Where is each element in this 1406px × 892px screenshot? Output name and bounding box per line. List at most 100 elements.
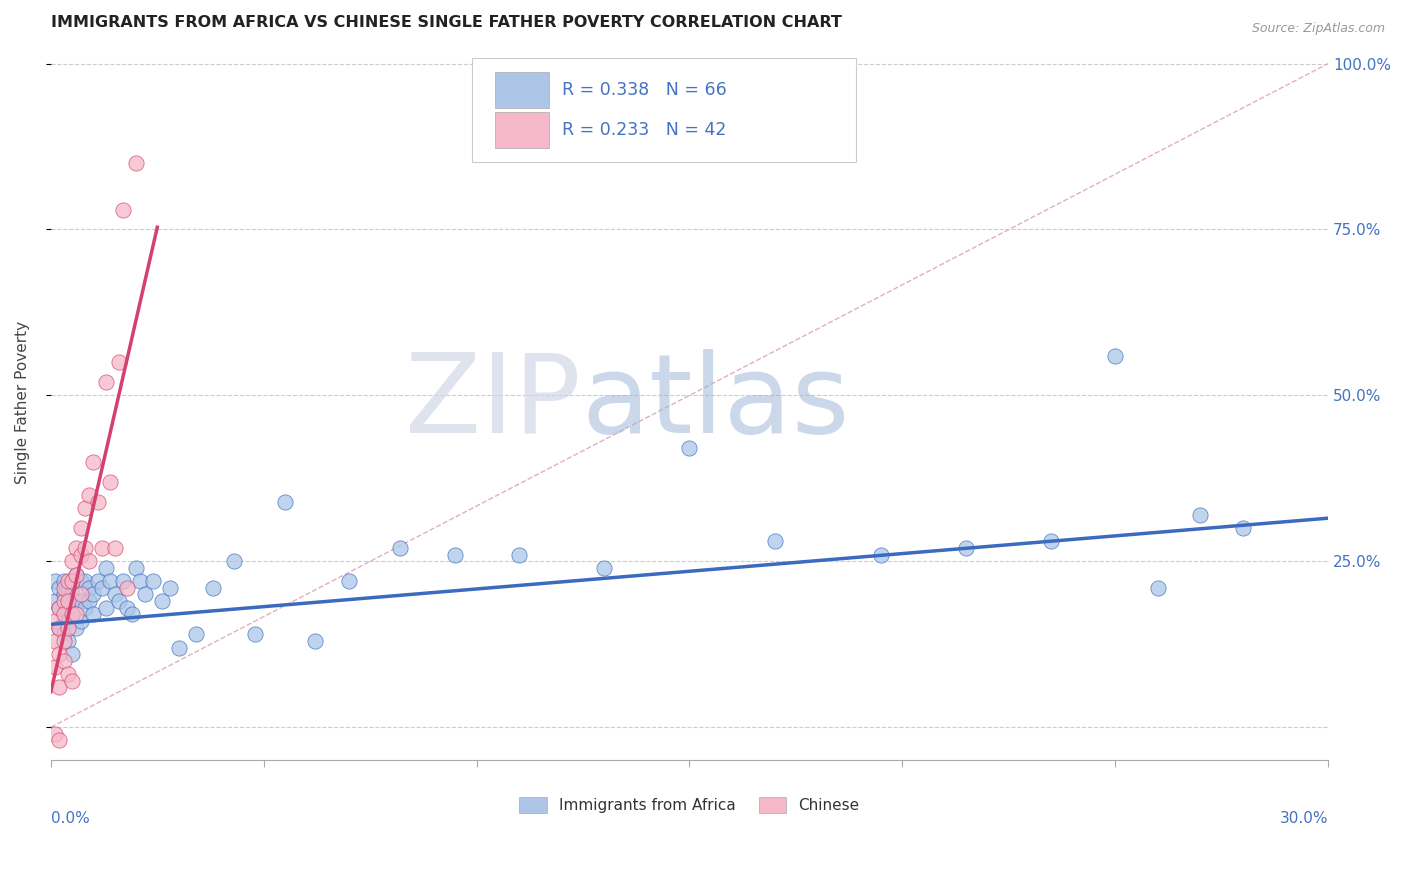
Point — [150, 594, 173, 608]
Point — [48, 681, 70, 695]
Point — [96, 600, 118, 615]
Point — [125, 561, 148, 575]
Point — [52, 581, 75, 595]
Point — [56, 581, 79, 595]
Point — [117, 600, 139, 615]
Point — [77, 488, 100, 502]
Point — [77, 554, 100, 568]
Point — [73, 541, 96, 555]
Point — [125, 156, 148, 170]
Point — [48, 621, 70, 635]
Point — [56, 667, 79, 681]
Point — [69, 587, 91, 601]
Point — [112, 574, 135, 589]
Point — [69, 521, 91, 535]
Point — [142, 574, 165, 589]
Point — [65, 567, 87, 582]
Point — [763, 534, 786, 549]
Point — [56, 594, 79, 608]
Point — [104, 587, 127, 601]
Text: R = 0.233   N = 42: R = 0.233 N = 42 — [562, 120, 725, 138]
Point — [48, 600, 70, 615]
Point — [48, 621, 70, 635]
Point — [159, 581, 181, 595]
Point — [60, 607, 83, 622]
Point — [65, 567, 87, 582]
Point — [82, 587, 104, 601]
Point — [65, 607, 87, 622]
Point — [201, 581, 224, 595]
Point — [100, 475, 122, 489]
Point — [73, 501, 96, 516]
Point — [73, 600, 96, 615]
Point — [108, 355, 131, 369]
Point — [52, 607, 75, 622]
Point — [1146, 581, 1168, 595]
Point — [44, 727, 66, 741]
Legend: Immigrants from Africa, Chinese: Immigrants from Africa, Chinese — [512, 789, 868, 821]
Point — [73, 574, 96, 589]
Point — [48, 733, 70, 747]
Point — [86, 574, 108, 589]
Text: R = 0.338   N = 66: R = 0.338 N = 66 — [562, 81, 727, 99]
Point — [444, 548, 467, 562]
Point — [60, 574, 83, 589]
Point — [108, 594, 131, 608]
Point — [1232, 521, 1254, 535]
Text: IMMIGRANTS FROM AFRICA VS CHINESE SINGLE FATHER POVERTY CORRELATION CHART: IMMIGRANTS FROM AFRICA VS CHINESE SINGLE… — [51, 15, 842, 30]
Point — [86, 494, 108, 508]
Point — [69, 548, 91, 562]
Y-axis label: Single Father Poverty: Single Father Poverty — [15, 320, 30, 483]
Point — [112, 202, 135, 217]
Point — [82, 607, 104, 622]
Point — [593, 561, 616, 575]
Point — [167, 640, 190, 655]
Point — [44, 660, 66, 674]
Point — [96, 375, 118, 389]
Point — [870, 548, 893, 562]
Point — [56, 574, 79, 589]
Text: 0.0%: 0.0% — [51, 811, 90, 826]
Text: Source: ZipAtlas.com: Source: ZipAtlas.com — [1251, 22, 1385, 36]
Text: 30.0%: 30.0% — [1279, 811, 1329, 826]
Point — [69, 614, 91, 628]
Point — [77, 581, 100, 595]
Point — [56, 634, 79, 648]
Point — [121, 607, 143, 622]
Point — [274, 494, 297, 508]
Point — [1040, 534, 1063, 549]
Point — [955, 541, 977, 555]
Point — [508, 548, 530, 562]
Point — [44, 594, 66, 608]
FancyBboxPatch shape — [472, 58, 855, 162]
Point — [60, 554, 83, 568]
Point — [48, 647, 70, 661]
Point — [100, 574, 122, 589]
Point — [96, 561, 118, 575]
Point — [77, 594, 100, 608]
Point — [44, 634, 66, 648]
Point — [44, 614, 66, 628]
Point — [48, 581, 70, 595]
Point — [304, 634, 326, 648]
Point — [65, 594, 87, 608]
Point — [90, 541, 112, 555]
Point — [60, 647, 83, 661]
Point — [60, 574, 83, 589]
Point — [104, 541, 127, 555]
Point — [678, 442, 700, 456]
Point — [52, 587, 75, 601]
Point — [52, 574, 75, 589]
Point — [1104, 349, 1126, 363]
Point — [337, 574, 360, 589]
Point — [48, 600, 70, 615]
Point — [56, 600, 79, 615]
Point — [69, 574, 91, 589]
Point — [60, 673, 83, 688]
Point — [388, 541, 411, 555]
Point — [1189, 508, 1212, 522]
Point — [52, 654, 75, 668]
Point — [65, 621, 87, 635]
Point — [52, 634, 75, 648]
Point — [65, 541, 87, 555]
